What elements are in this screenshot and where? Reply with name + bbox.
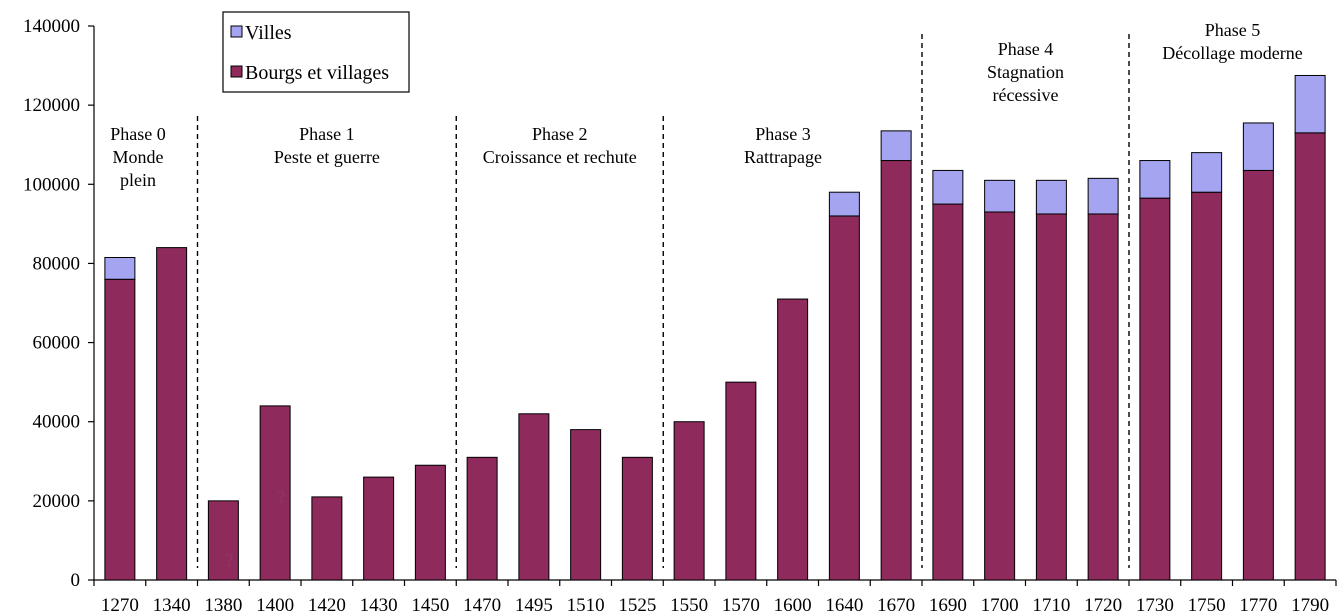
phase-label-line: Phase 1	[299, 124, 355, 144]
x-tick-label: 1750	[1188, 595, 1226, 616]
bar-bourgs-1750	[1191, 191, 1223, 581]
bar-bourgs-1710	[1035, 213, 1067, 581]
bar-bourgs-1640	[828, 215, 860, 581]
annotation-question-mark: ?	[277, 487, 285, 507]
x-tick-label: 1430	[360, 595, 398, 616]
bar-bourgs-1700	[984, 211, 1016, 581]
phase-label-line: Monde	[113, 147, 164, 167]
bar-bourgs-1730	[1139, 197, 1171, 581]
x-tick-label: 1470	[463, 595, 501, 616]
bar-bourgs-1525	[621, 456, 653, 581]
y-tick-label: 0	[71, 570, 81, 591]
phase-label-line: Phase 3	[755, 124, 811, 144]
x-axis: 1270 1340 1380 1400 1420 1430 1450 1470 1495 1510…	[93, 579, 1337, 616]
bar-villes-1700	[984, 179, 1016, 213]
bar-villes-1670	[880, 130, 912, 162]
bar-bourgs-1550	[673, 421, 705, 581]
x-tick-label: 1420	[308, 595, 346, 616]
phase-label-line: Peste et guerre	[274, 147, 380, 167]
phase-label-line: Phase 4	[998, 39, 1054, 59]
legend-swatch	[230, 65, 243, 78]
y-tick-label: 80000	[33, 253, 81, 274]
annotations: ??	[225, 487, 285, 570]
y-tick-label: 60000	[33, 333, 81, 354]
bar-bourgs-1495	[518, 413, 550, 581]
bar-bourgs-1340	[156, 247, 188, 581]
x-tick-label: 1670	[877, 595, 915, 616]
bar-bourgs-1670	[880, 160, 912, 581]
bar-villes-1640	[828, 191, 860, 217]
bar-bourgs-1720	[1087, 213, 1119, 581]
x-tick-label: 1640	[825, 595, 863, 616]
phase-label-line: Phase 5	[1205, 20, 1261, 40]
bar-bourgs-1420	[311, 496, 343, 581]
legend-label: Villes	[245, 22, 292, 44]
phase-label-line: Stagnation	[987, 62, 1064, 82]
bar-bourgs-1270	[104, 278, 136, 581]
legend-swatch	[230, 25, 243, 38]
x-tick-label: 1525	[618, 595, 656, 616]
bar-bourgs-1450	[414, 464, 446, 581]
bar-bourgs-1380	[207, 500, 239, 581]
bar-villes-1720	[1087, 177, 1119, 215]
x-tick-label: 1690	[929, 595, 967, 616]
phase-label-line: plein	[120, 170, 156, 190]
x-tick-label: 1340	[153, 595, 191, 616]
y-axis: 0 20000 40000 60000 80000 100000 120000 140000	[23, 16, 95, 591]
bar-villes-1710	[1035, 179, 1067, 215]
y-tick-label: 140000	[23, 16, 80, 37]
x-tick-label: 1600	[774, 595, 812, 616]
bar-villes-1770	[1242, 122, 1274, 171]
x-tick-label: 1380	[204, 595, 242, 616]
bar-bourgs-1470	[466, 456, 498, 581]
phase-label-line: Rattrapage	[744, 147, 822, 167]
phase-label-line: Croissance et rechute	[483, 147, 637, 167]
x-tick-label: 1790	[1291, 595, 1329, 616]
bar-villes-1790	[1294, 74, 1326, 134]
legend: Villes Bourgs et villages	[222, 11, 410, 93]
phase-label-line: Phase 0	[110, 124, 166, 144]
annotation-question-mark: ?	[225, 550, 233, 570]
bar-bourgs-1400	[259, 405, 291, 581]
legend-box	[222, 11, 410, 93]
bar-villes-1750	[1191, 152, 1223, 193]
x-tick-label: 1720	[1084, 595, 1122, 616]
bar-villes-1270	[104, 256, 136, 280]
y-tick-label: 20000	[33, 491, 81, 512]
x-tick-label: 1710	[1032, 595, 1070, 616]
x-tick-label: 1770	[1239, 595, 1277, 616]
x-tick-label: 1510	[567, 595, 605, 616]
phase-labels: Phase 0 Monde plein Phase 1 Peste et guerre P…	[110, 20, 1302, 190]
bar-bourgs-1690	[932, 203, 964, 581]
bar-bourgs-1770	[1242, 169, 1274, 581]
x-tick-label: 1700	[981, 595, 1019, 616]
phase-dividers	[196, 34, 1130, 568]
bar-bourgs-1790	[1294, 132, 1326, 581]
y-tick-label: 120000	[23, 95, 80, 116]
x-tick-label: 1400	[256, 595, 294, 616]
bars	[104, 74, 1326, 581]
x-tick-label: 1730	[1136, 595, 1174, 616]
phase-label-line: Décollage moderne	[1162, 43, 1302, 63]
y-tick-label: 100000	[23, 174, 80, 195]
x-tick-label: 1570	[722, 595, 760, 616]
x-tick-label: 1270	[101, 595, 139, 616]
x-tick-label: 1450	[411, 595, 449, 616]
phase-label-line: Phase 2	[532, 124, 588, 144]
x-tick-label: 1495	[515, 595, 553, 616]
bar-bourgs-1600	[777, 298, 809, 581]
bar-bourgs-1430	[363, 476, 395, 581]
bar-villes-1730	[1139, 160, 1171, 199]
bar-bourgs-1570	[725, 381, 757, 581]
y-tick-label: 40000	[33, 412, 81, 433]
bar-bourgs-1510	[570, 429, 602, 581]
x-tick-label: 1550	[670, 595, 708, 616]
bar-villes-1690	[932, 169, 964, 205]
phase-label-line: récessive	[993, 85, 1059, 105]
legend-label: Bourgs et villages	[245, 62, 389, 84]
